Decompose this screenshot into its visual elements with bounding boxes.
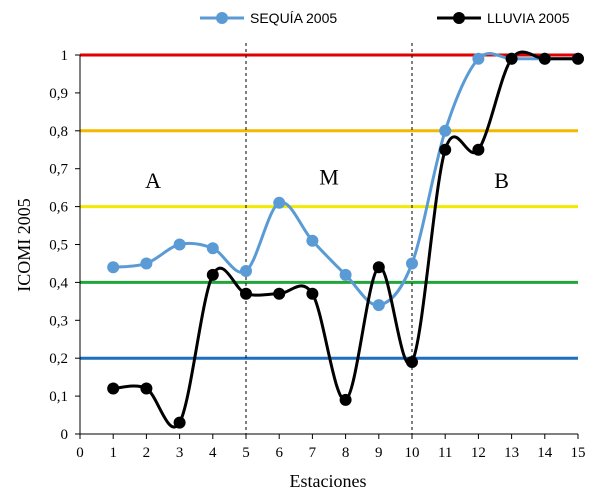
x-axis-title: Estaciones: [290, 471, 367, 491]
data-point: [439, 124, 452, 137]
data-point: [306, 234, 319, 247]
data-point: [140, 382, 153, 395]
data-point: [505, 52, 518, 65]
y-tick-label: 0,9: [49, 86, 68, 102]
legend-label: LLUVIA 2005: [487, 10, 570, 26]
y-tick-label: 0,1: [49, 389, 68, 405]
data-point: [240, 287, 252, 300]
x-tick-label: 8: [342, 445, 350, 461]
x-tick-label: 5: [242, 445, 250, 461]
y-tick-label: 0,2: [49, 351, 68, 367]
x-tick-label: 7: [309, 445, 317, 461]
x-tick-label: 2: [143, 445, 151, 461]
y-tick-label: 0,5: [49, 238, 68, 254]
legend-swatch-marker: [453, 12, 465, 24]
x-tick-label: 10: [405, 445, 420, 461]
data-point: [306, 287, 319, 300]
data-point: [439, 143, 452, 156]
y-tick-label: 0,3: [49, 313, 68, 329]
y-tick-label: 1: [61, 48, 69, 64]
y-tick-label: 0,6: [49, 200, 68, 216]
zone-label: A: [145, 168, 161, 193]
data-point: [406, 355, 418, 368]
data-point: [206, 268, 219, 281]
y-tick-label: 0,4: [49, 275, 68, 291]
data-point: [107, 261, 120, 274]
data-point: [472, 143, 485, 156]
data-point: [339, 268, 352, 281]
y-axis-title: ICOMI 2005: [14, 198, 34, 292]
data-point: [339, 393, 352, 406]
data-point: [240, 265, 252, 278]
data-point: [140, 257, 153, 270]
data-point: [173, 238, 186, 251]
data-point: [206, 242, 219, 255]
x-tick-label: 13: [504, 445, 519, 461]
data-point: [538, 52, 551, 65]
y-tick-label: 0: [61, 427, 69, 443]
data-point: [273, 287, 286, 300]
data-point: [372, 299, 385, 312]
y-tick-label: 0,7: [49, 162, 68, 178]
legend-swatch-marker: [216, 12, 228, 24]
data-point: [406, 257, 418, 270]
data-point: [107, 382, 120, 395]
y-tick-label: 0,8: [49, 124, 68, 140]
x-tick-label: 15: [571, 445, 586, 461]
zone-label: B: [494, 168, 509, 193]
x-tick-label: 1: [109, 445, 117, 461]
data-point: [273, 196, 286, 209]
x-tick-label: 11: [438, 445, 452, 461]
data-point: [372, 261, 385, 274]
data-point: [472, 52, 485, 65]
x-tick-label: 9: [375, 445, 383, 461]
x-tick-label: 3: [176, 445, 184, 461]
data-point: [572, 52, 584, 65]
x-tick-label: 14: [537, 445, 553, 461]
x-tick-label: 4: [209, 445, 217, 461]
x-tick-label: 6: [275, 445, 283, 461]
zone-label: M: [319, 164, 339, 189]
x-tick-label: 12: [471, 445, 486, 461]
data-point: [173, 416, 186, 429]
series-line: [113, 50, 578, 429]
x-tick-label: 0: [76, 445, 84, 461]
legend-label: SEQUÍA 2005: [250, 10, 337, 26]
